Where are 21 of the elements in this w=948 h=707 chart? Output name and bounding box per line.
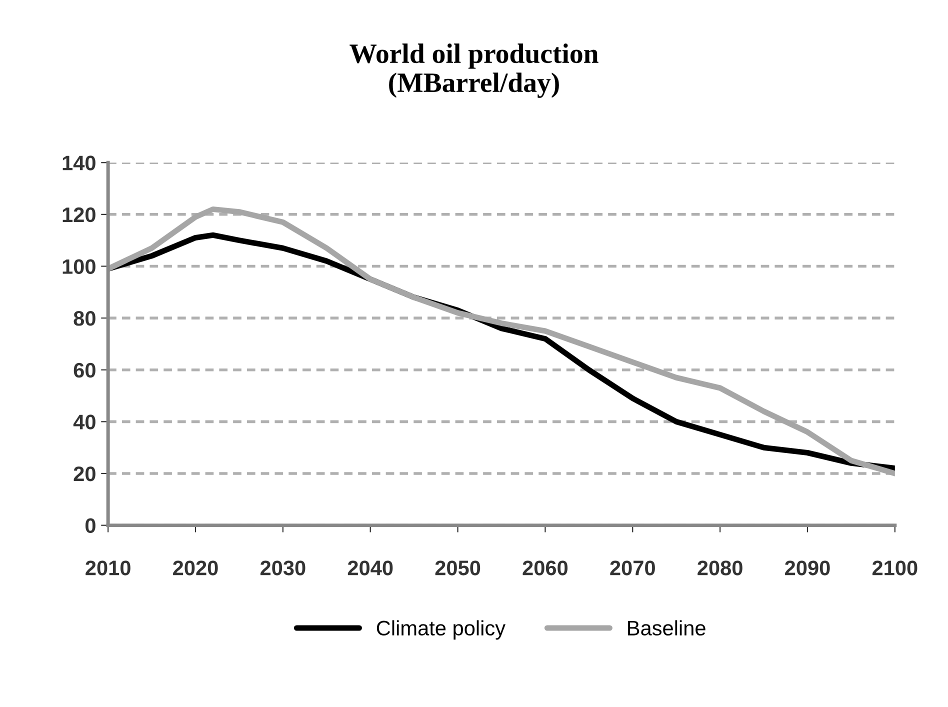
chart-title: World oil production (MBarrel/day) xyxy=(350,44,598,98)
legend-label: Baseline xyxy=(628,620,706,636)
x-tick-label: 2060 xyxy=(522,560,568,576)
x-tick-label: 2020 xyxy=(173,560,218,576)
y-tick-label: 60 xyxy=(74,362,96,378)
x-tick-label: 2050 xyxy=(435,560,480,576)
x-tick-label: 2100 xyxy=(872,560,918,576)
y-tick-label: 140 xyxy=(62,156,96,170)
y-tick-label: 120 xyxy=(62,207,96,222)
y-tick-label: 100 xyxy=(62,259,96,274)
x-tick-label: 2070 xyxy=(610,560,655,576)
y-tick-label: 40 xyxy=(73,414,96,430)
y-tick-label: 0 xyxy=(86,518,96,534)
y-tick-label: 80 xyxy=(74,311,96,326)
x-tick-label: 2080 xyxy=(698,560,742,576)
x-tick-label: 2030 xyxy=(260,560,306,576)
legend-label: Climate policy xyxy=(376,620,506,640)
x-tick-label: 2040 xyxy=(348,560,393,576)
x-tick-label: 2090 xyxy=(785,560,830,576)
x-tick-label: 2010 xyxy=(86,560,130,576)
y-tick-label: 20 xyxy=(74,466,96,482)
